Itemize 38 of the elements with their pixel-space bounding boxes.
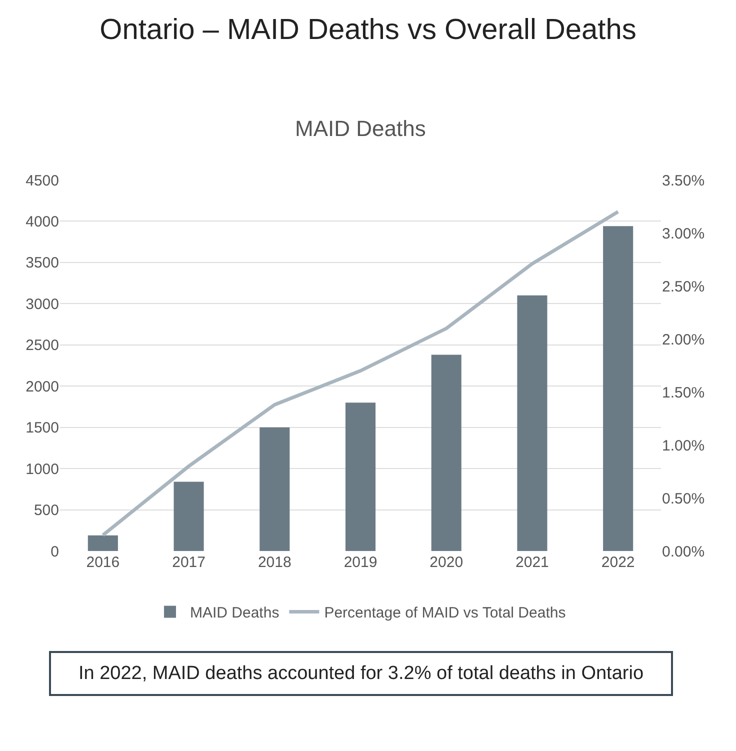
y2-tick-label: 3.50% <box>662 172 705 190</box>
y2-tick-label: 1.50% <box>662 384 705 402</box>
x-tick-label: 2022 <box>601 554 635 571</box>
y2-tick-label: 2.00% <box>662 331 705 348</box>
y-tick-label: 0 <box>50 543 59 560</box>
bar <box>517 295 548 551</box>
y-tick-label: 2500 <box>26 337 59 354</box>
y-tick-label: 2000 <box>26 378 59 396</box>
line-series <box>101 210 620 537</box>
y-tick-label: 3500 <box>26 254 59 272</box>
x-tick-label: 2019 <box>344 554 378 571</box>
bar <box>431 354 462 551</box>
legend-label: MAID Deaths <box>190 604 280 622</box>
y-tick-label: 4000 <box>26 213 59 230</box>
chart-title: Ontario – MAID Deaths vs Overall Deaths <box>100 14 636 46</box>
y-tick-label: 3000 <box>26 296 59 313</box>
y2-tick-label: 1.00% <box>662 437 705 454</box>
legend-label: Percentage of MAID vs Total Deaths <box>324 604 566 622</box>
y2-tick-label: 2.50% <box>662 278 705 296</box>
chart-subtitle: MAID Deaths <box>295 116 426 141</box>
bar <box>603 226 634 551</box>
x-tick-label: 2020 <box>430 554 464 571</box>
x-tick-label: 2017 <box>172 554 206 571</box>
y-tick-label: 1500 <box>26 420 59 437</box>
y-tick-label: 500 <box>34 502 59 520</box>
bar <box>260 427 290 551</box>
y-tick-label: 4500 <box>26 172 59 190</box>
y-tick-label: 1000 <box>26 460 59 478</box>
bar <box>345 402 376 551</box>
x-tick-label: 2018 <box>258 554 292 571</box>
bar <box>174 482 204 551</box>
text: In 2022, MAID deaths accounted for 3.2% of total deaths in Ontario <box>78 663 644 684</box>
x-tick-label: 2021 <box>516 554 549 571</box>
y2-tick-label: 0.00% <box>662 543 705 560</box>
y2-tick-label: 3.00% <box>662 225 705 242</box>
bar <box>88 535 118 551</box>
y2-tick-label: 0.50% <box>662 490 705 508</box>
x-tick-label: 2016 <box>86 554 120 571</box>
